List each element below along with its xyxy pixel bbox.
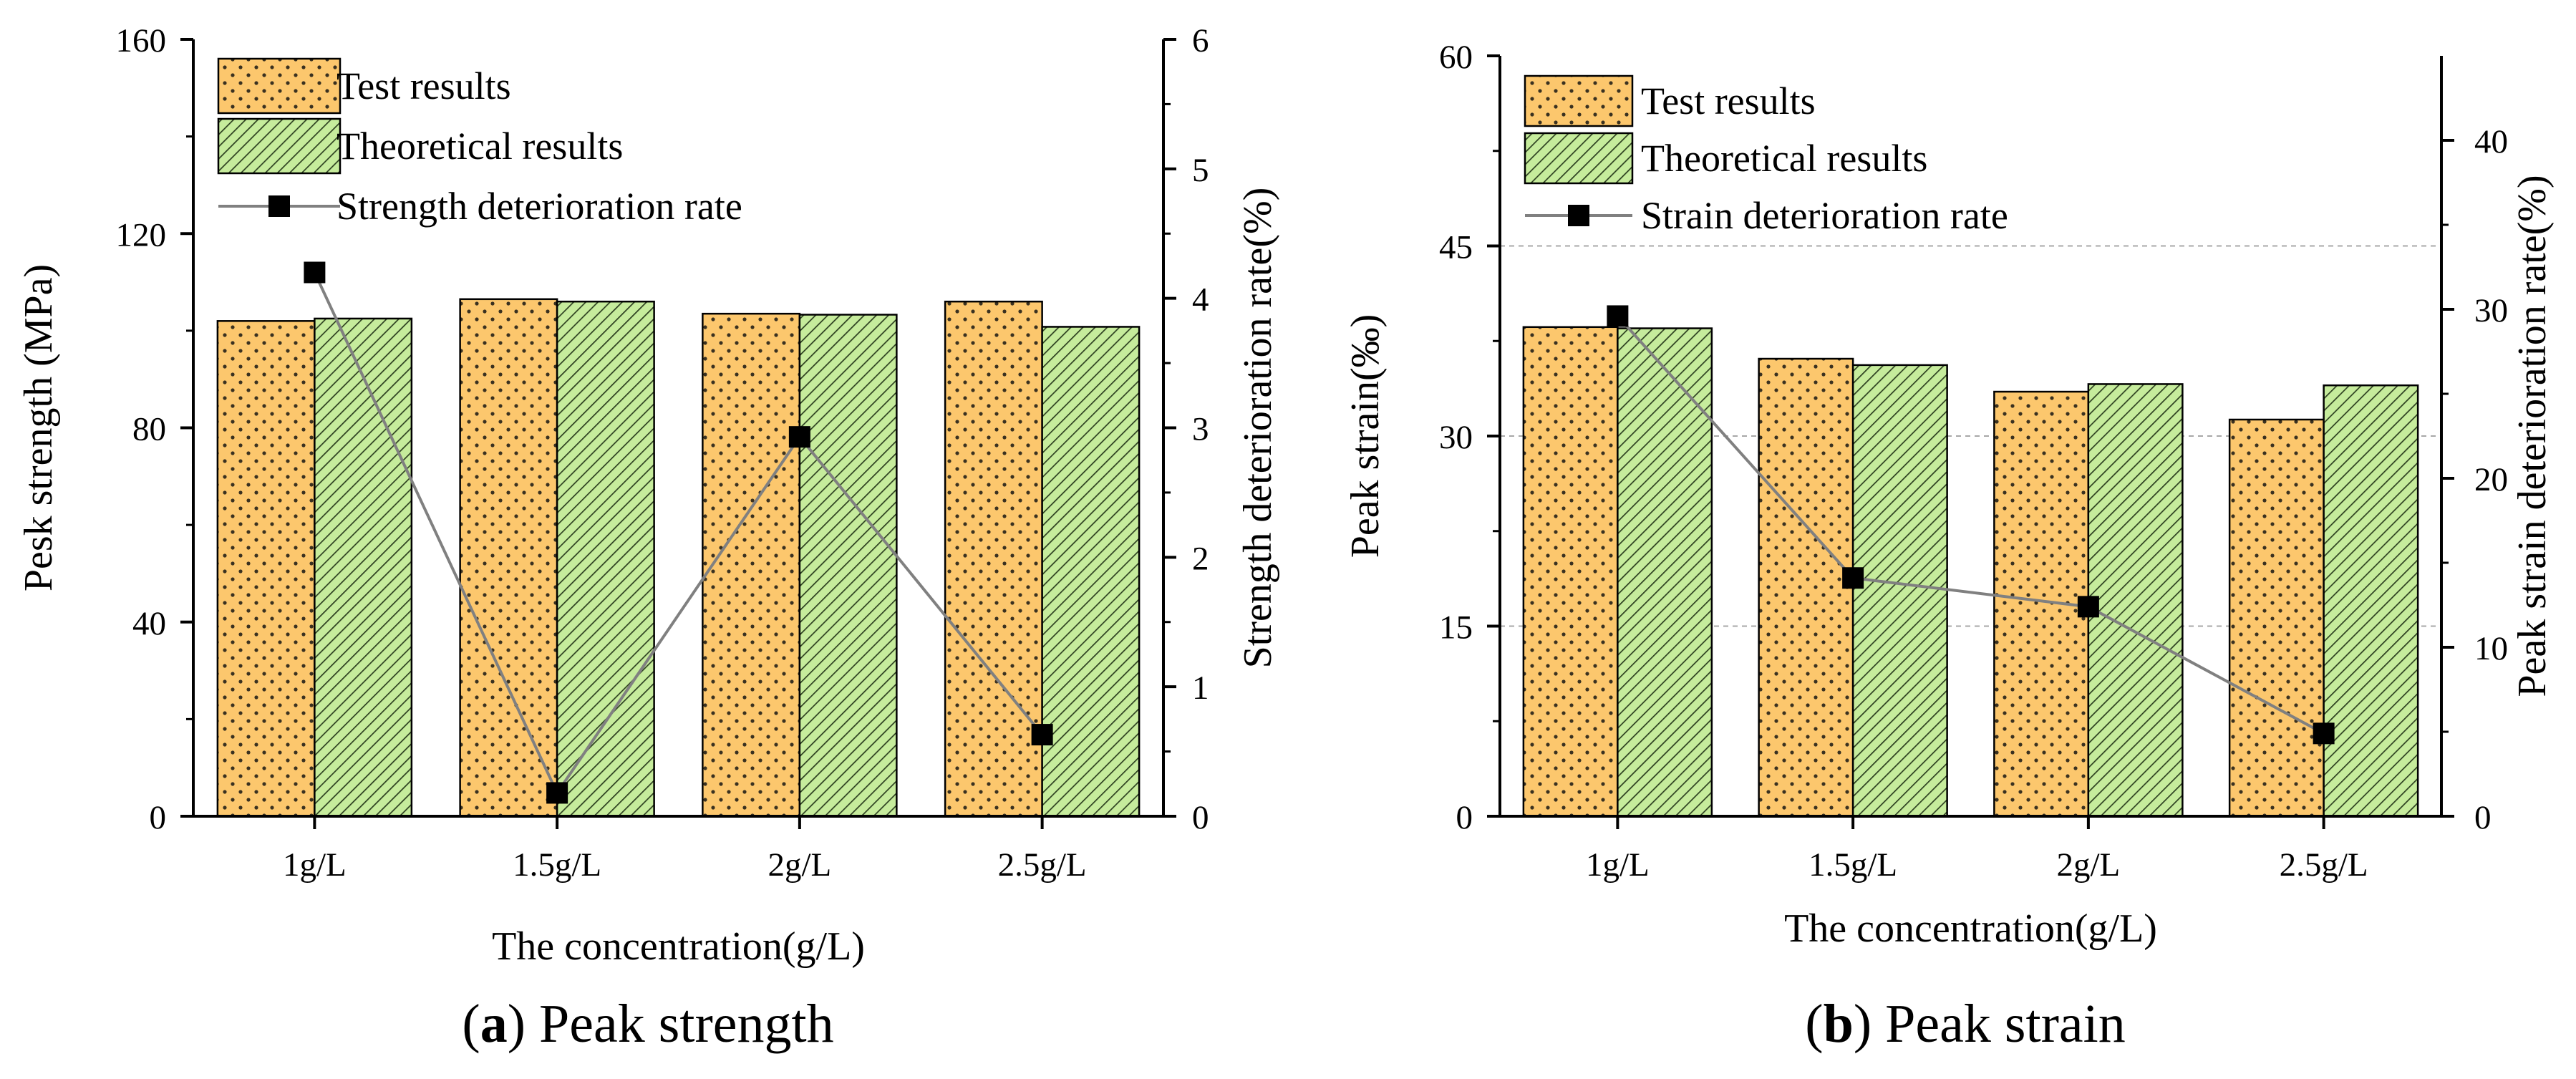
left-tick-label: 0 <box>1456 799 1473 836</box>
legend-label-rate: Strain deterioration rate <box>1641 194 2008 237</box>
legend-swatch-theoretical <box>1524 132 1634 185</box>
deterioration-rate-line <box>313 271 1044 796</box>
legend-label-test: Test results <box>336 64 511 107</box>
left-tick-label: 60 <box>1439 39 1473 76</box>
test-result-bar <box>216 320 316 818</box>
legend: Test results Theoretical results Strain de… <box>1524 74 2008 237</box>
caption-letter: a <box>480 994 508 1054</box>
test-result-bar <box>1522 326 1619 818</box>
theoretical-result-bar <box>2087 383 2184 818</box>
theoretical-result-bar <box>314 317 413 818</box>
x-axis-title: The concentration(g/L) <box>1784 906 2157 951</box>
legend-marker-rate <box>1568 205 1589 226</box>
panel-caption: (b) Peak strain <box>1805 994 2126 1054</box>
left-tick-label: 160 <box>116 22 167 59</box>
x-tick-label: 1.5g/L <box>1808 846 1897 884</box>
right-tick-label: 0 <box>1192 799 1209 836</box>
caption-text: Peak strength <box>539 994 834 1054</box>
deterioration-rate-point <box>2313 722 2335 745</box>
x-tick-label: 1.5g/L <box>513 846 601 884</box>
left-tick-label: 120 <box>116 216 167 253</box>
caption-letter: b <box>1824 994 1854 1054</box>
x-axis-title: The concentration(g/L) <box>492 924 865 969</box>
x-tick-label: 1g/L <box>283 846 347 884</box>
theoretical-result-bar <box>1851 364 1948 818</box>
theoretical-result-bar <box>1617 327 1713 818</box>
deterioration-rate-point <box>546 782 568 804</box>
test-result-bar <box>1758 357 1854 818</box>
legend-label-theoretical: Theoretical results <box>1641 137 1927 180</box>
left-tick-label: 15 <box>1439 609 1473 647</box>
deterioration-rate-point <box>1031 724 1053 746</box>
deterioration-rate-point <box>2077 596 2099 618</box>
y-axis-title: Pesk strength (MPa) <box>16 264 61 591</box>
panel-caption: (a) Peak strength <box>462 994 833 1054</box>
y2-axis-title: Strength deterioration rate(%) <box>1236 188 1280 669</box>
panel-a-peak-strength: 0 40 80 120 160 0 1 2 3 4 5 6 1g/L 1.5g/L 2g/L 2.5g/L Th… <box>16 22 1280 1054</box>
x-tick-label: 2g/L <box>768 846 831 884</box>
right-tick-label: 0 <box>2474 799 2492 836</box>
deterioration-rate-point <box>304 261 326 284</box>
x-tick-label: 2.5g/L <box>998 846 1087 884</box>
left-tick-label: 40 <box>132 605 166 642</box>
test-result-bar <box>2228 418 2325 818</box>
legend-swatch-test <box>1524 74 1634 127</box>
caption-text: Peak strain <box>1885 994 2126 1054</box>
left-tick-label: 0 <box>150 799 167 836</box>
y2-axis-title: Peak strain deterioration rate(%) <box>2510 175 2555 697</box>
left-tick-label: 30 <box>1439 419 1473 456</box>
legend: Test results Theoretical results Strength … <box>217 57 742 228</box>
left-tick-label: 45 <box>1439 229 1473 266</box>
theoretical-result-bar <box>2323 384 2419 818</box>
deterioration-rate-line <box>1616 315 2325 735</box>
deterioration-rate-point <box>1842 567 1864 589</box>
right-tick-label: 1 <box>1192 669 1209 707</box>
deterioration-rate-point <box>1607 305 1629 327</box>
legend-label-theoretical: Theoretical results <box>336 125 623 168</box>
x-tick-label: 2.5g/L <box>2280 846 2368 884</box>
legend-swatch-theoretical <box>217 117 342 175</box>
right-tick-label: 30 <box>2474 292 2508 329</box>
y-axis-title: Peak strain(‰) <box>1343 314 1388 558</box>
theoretical-result-bar <box>798 314 898 818</box>
legend-label-rate: Strength deterioration rate <box>336 185 742 228</box>
legend-label-test: Test results <box>1641 79 1816 122</box>
right-tick-label: 3 <box>1192 411 1209 448</box>
right-tick-label: 10 <box>2474 630 2508 667</box>
x-tick-label: 1g/L <box>1586 846 1650 884</box>
test-result-bar <box>944 300 1043 818</box>
left-tick-label: 80 <box>132 411 166 448</box>
legend-swatch-test <box>217 57 342 115</box>
right-tick-label: 4 <box>1192 281 1209 319</box>
deterioration-rate-point <box>788 426 810 448</box>
right-tick-label: 40 <box>2474 123 2508 160</box>
x-tick-label: 2g/L <box>2056 846 2120 884</box>
theoretical-result-bar <box>556 300 655 818</box>
legend-marker-rate <box>268 195 290 217</box>
test-result-bar <box>702 312 801 818</box>
theoretical-result-bar <box>1041 326 1141 818</box>
right-tick-label: 6 <box>1192 22 1209 59</box>
right-tick-label: 2 <box>1192 540 1209 577</box>
test-result-bar <box>459 298 558 818</box>
right-tick-label: 20 <box>2474 461 2508 498</box>
right-tick-label: 5 <box>1192 152 1209 189</box>
panel-b-peak-strain: 0 15 30 45 60 0 10 20 30 40 1g/L 1.5g/L 2g/L 2.5g/L Th… <box>1343 39 2555 1054</box>
